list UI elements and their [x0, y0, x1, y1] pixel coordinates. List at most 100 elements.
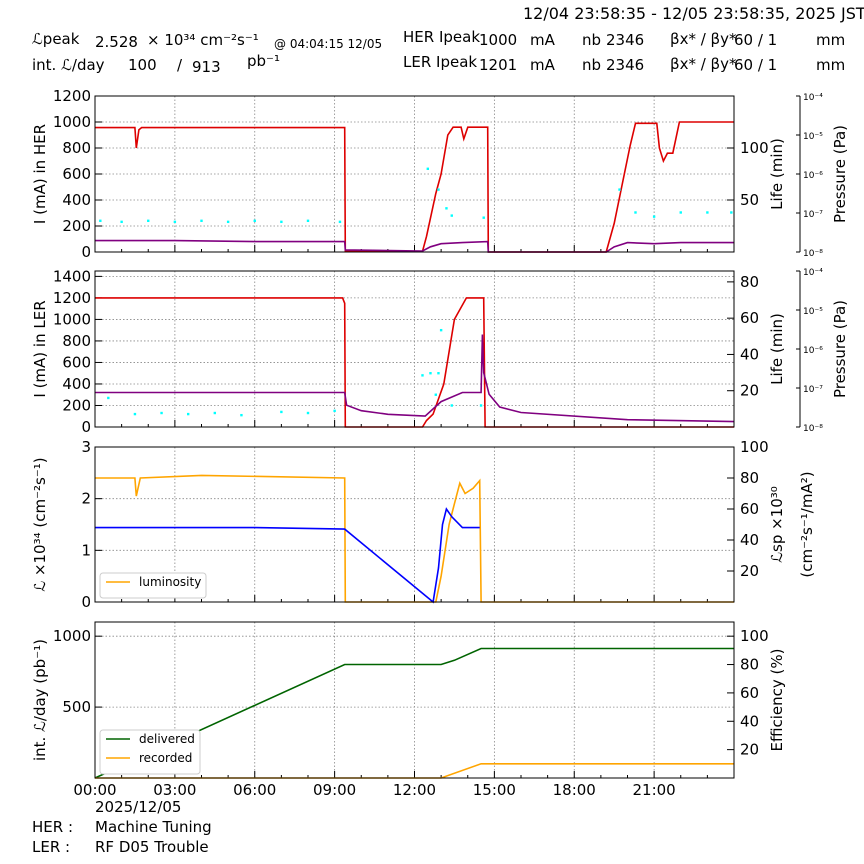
plot-frame — [94, 95, 735, 253]
lpeak-value: 2.528 — [95, 33, 138, 51]
data-point — [306, 411, 310, 415]
series-pressure — [99, 167, 733, 224]
ler-status-label: LER : — [32, 838, 71, 856]
legend-box — [99, 729, 201, 775]
ler-ipeak-label: LER Ipeak — [403, 53, 478, 71]
x-tick-label: 15:00 — [473, 781, 516, 799]
data-point — [429, 372, 432, 375]
ler-ipeak-value: 1201 — [479, 56, 518, 74]
ler-beta-value: 60 / 1 — [734, 56, 778, 74]
data-point — [652, 215, 656, 218]
data-point — [730, 211, 733, 214]
y-tick-label: 400 — [62, 191, 91, 209]
data-point — [437, 188, 440, 191]
data-point — [439, 328, 443, 332]
series-pressure — [107, 328, 483, 417]
y-tick-label: 0 — [81, 593, 91, 611]
plot-frame — [94, 270, 735, 428]
plot-frame — [94, 446, 735, 603]
data-point — [133, 412, 137, 416]
pressure-tick-label: 10⁻⁶ — [803, 171, 823, 181]
data-point — [479, 404, 483, 407]
time-range: 12/04 23:58:35 - 12/05 23:58:35, 2025 JS… — [523, 4, 864, 23]
pressure-axis-label: Pressure (Pa) — [831, 300, 849, 398]
y-tick-label-right: 100 — [740, 627, 769, 645]
y-tick-label: 0 — [81, 418, 91, 436]
her-status-label: HER : — [32, 818, 74, 836]
y-tick-label: 1000 — [53, 113, 91, 131]
data-point — [450, 404, 453, 407]
y-tick-label: 800 — [62, 332, 91, 350]
y-tick-label: 1200 — [53, 289, 91, 307]
x-tick-label: 00:00 — [73, 781, 116, 799]
her-nb-label: nb — [582, 31, 602, 49]
data-point — [706, 211, 709, 214]
lpeak-unit: × 10³⁴ cm⁻²s⁻¹ — [147, 31, 259, 49]
legend-label: luminosity — [139, 575, 201, 589]
lpeak-label: ℒpeak — [32, 30, 80, 48]
data-point — [426, 167, 430, 170]
pressure-tick-label: 10⁻⁵ — [803, 132, 823, 142]
data-point — [147, 219, 150, 222]
y-tick-label: 0 — [81, 243, 91, 261]
int-lumi-value: 100 — [128, 56, 157, 74]
data-point — [200, 219, 203, 222]
y-tick-label: 3 — [81, 438, 91, 456]
pressure-tick-label: 10⁻⁵ — [803, 307, 823, 317]
x-tick-label: 03:00 — [153, 781, 196, 799]
legend-label: recorded — [139, 751, 192, 765]
data-point — [107, 396, 110, 400]
legend-label: delivered — [139, 732, 195, 746]
data-point — [450, 214, 453, 217]
legend-box — [99, 572, 207, 599]
data-point — [226, 220, 230, 224]
series-current — [95, 297, 734, 428]
y-tick-label-right: 100 — [740, 438, 769, 456]
data-point — [445, 207, 448, 210]
panel-3: 0 1 2 3 20 40 60 80 100 ℒ ×10³⁴ (cm⁻²s⁻¹) ℒsp ×10³… — [31, 438, 816, 611]
y-axis-label: ℒ ×10³⁴ (cm⁻²s⁻¹) — [31, 457, 49, 591]
series-lifetime — [95, 334, 735, 423]
data-point — [99, 219, 102, 222]
y-tick-label-right: 60 — [740, 684, 759, 702]
data-point — [482, 216, 485, 219]
y-tick-label: 800 — [62, 139, 91, 157]
pressure-axis-label: Pressure (Pa) — [831, 125, 849, 223]
data-point — [306, 219, 310, 222]
data-point — [213, 411, 217, 415]
x-tick-label: 18:00 — [553, 781, 596, 799]
y-tick-label: 600 — [62, 353, 91, 371]
y-tick-label: 400 — [62, 375, 91, 393]
y-axis-label: I (mA) in LER — [31, 300, 49, 397]
her-status: Machine Tuning — [95, 818, 212, 836]
data-point — [679, 211, 682, 214]
ler-nb-label: nb — [582, 56, 602, 74]
ler-ipeak-unit: mA — [530, 56, 555, 74]
her-ipeak-value: 1000 — [479, 31, 518, 49]
y-tick-label: 1000 — [53, 310, 91, 328]
data-point — [634, 211, 637, 214]
y-axis-label-right: ℒsp ×10³⁰ — [768, 486, 786, 563]
data-point — [253, 219, 256, 222]
y-tick-label-right: 50 — [740, 191, 759, 209]
data-point — [280, 410, 283, 414]
y-axis-label-right: Life (min) — [768, 313, 786, 385]
int-lumi-unit: pb⁻¹ — [247, 52, 280, 70]
series-specific — [95, 507, 480, 604]
y-tick-label-right: 80 — [740, 469, 759, 487]
data-point — [186, 412, 190, 416]
int-lumi-total: 913 — [192, 58, 221, 76]
her-beta-unit: mm — [816, 31, 846, 49]
pressure-tick-label: 10⁻⁶ — [803, 346, 823, 356]
y-tick-label: 1 — [81, 541, 91, 559]
y-tick-label-right: 80 — [740, 656, 759, 674]
data-point — [618, 188, 621, 191]
data-point — [434, 393, 437, 396]
panel-4: 500 1000 20 40 60 80 100 int. ℒ/day (pb⁻¹) Effic… — [31, 621, 786, 799]
ler-beta-label: βx* / βy* — [670, 55, 737, 73]
y-tick-label: 2 — [81, 490, 91, 508]
her-ipeak-unit: mA — [530, 31, 555, 49]
data-point — [333, 409, 336, 413]
data-point — [280, 220, 283, 224]
y-tick-label: 1400 — [53, 267, 91, 285]
